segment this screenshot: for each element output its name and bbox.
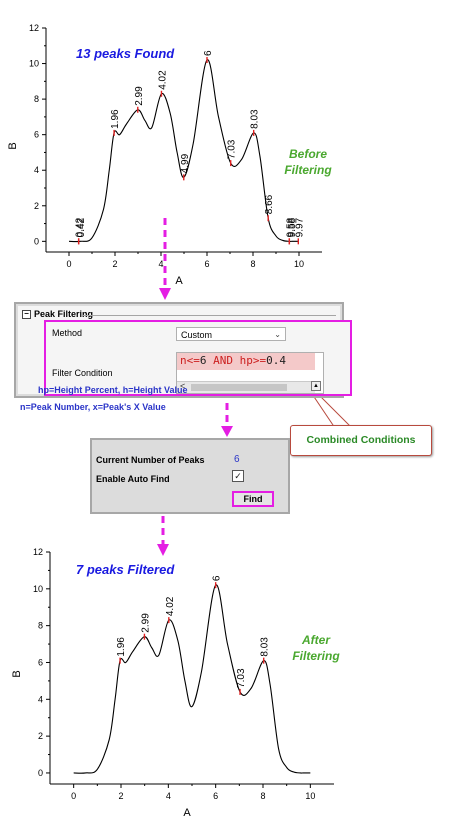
peak-label: 8.66 [264,194,275,214]
filter-condition-label: Filter Condition [52,368,113,378]
data-curve [73,584,311,774]
y-tick-label: 4 [38,694,43,704]
peak-filtering-header[interactable]: − Peak Filtering [22,309,93,319]
chart-after-filtering: 0 2 4 6 8 10024681012AB1.962.994.0267.038.03 … [11,547,340,819]
y-axis-label: B [7,142,19,149]
y-tick-label: 12 [29,23,39,33]
peak-label: 4.99 [180,153,191,173]
current-peaks-label: Current Number of Peaks [96,455,205,465]
side-text-line1: After [301,633,331,647]
filter-settings-group: Method Custom ⌄ Filter Condition n<=6 AN… [44,320,352,396]
chart-before-filtering: 0 2 4 6 8 10024681012AB0.420.421.962.994.024.… [7,23,332,287]
cond-part-4: 0.4 [266,354,286,367]
side-text-line2: Filtering [284,163,332,177]
x-tick-label: 4 [166,791,171,801]
y-tick-label: 12 [33,547,43,557]
find-button[interactable]: Find [232,491,274,507]
side-text-line2: Filtering [292,649,340,663]
y-tick-label: 4 [34,165,39,175]
scrollbar-thumb[interactable] [191,384,287,391]
expand-icon[interactable]: ▲ [311,381,321,391]
y-tick-label: 0 [34,236,39,246]
peak-info-panel: Current Number of Peaks 6 Enable Auto Fi… [90,438,290,514]
peak-label: 8.03 [260,637,271,657]
hint-line-1: hp=Height Percent, h=Height Value [38,385,188,395]
peak-label: 8.03 [250,109,261,129]
x-tick-label: 8 [250,259,255,269]
peak-label: 1.96 [116,637,127,657]
auto-find-label: Enable Auto Find [96,474,170,484]
auto-find-checkbox[interactable]: ✓ [232,470,244,482]
x-axis-label: A [175,275,183,287]
peak-label: 4.02 [157,70,168,90]
scroll-left-arrow[interactable]: < [180,381,186,391]
method-value: Custom [181,330,213,340]
peak-label: 9.97 [294,217,305,237]
x-tick-label: 2 [118,791,123,801]
y-tick-label: 10 [33,584,43,594]
y-tick-label: 6 [34,130,39,140]
cond-part-2: 6 [199,354,207,367]
x-axis-label: A [183,807,191,819]
cond-part-1: n<= [180,354,200,367]
y-axis-label: B [11,670,23,677]
divider [82,315,336,316]
x-tick-label: 10 [305,791,315,801]
peak-label: 9.58 [285,217,296,237]
collapse-icon[interactable]: − [22,309,31,319]
y-tick-label: 6 [38,657,43,667]
x-tick-label: 6 [204,259,209,269]
method-select[interactable]: Custom ⌄ [176,327,286,341]
peak-label: 9.58 [287,217,298,237]
panel-title: Peak Filtering [34,309,94,319]
y-tick-label: 2 [38,731,43,741]
x-tick-label: 2 [112,259,117,269]
side-text-line1: Before [289,147,327,161]
cond-part-3: AND hp>= [206,354,267,367]
y-tick-label: 8 [38,621,43,631]
chart-annotation: 7 peaks Filtered [76,562,175,577]
y-tick-label: 2 [34,201,39,211]
peak-label: 7.03 [236,668,247,688]
current-peaks-value: 6 [234,454,240,465]
peak-label: 2.99 [134,86,145,106]
chart-annotation: 13 peaks Found [76,46,175,61]
y-tick-label: 10 [29,59,39,69]
peak-label: 4.02 [165,596,176,616]
x-tick-label: 0 [71,791,76,801]
method-label: Method [52,328,83,338]
peak-label: 6 [212,575,223,581]
combined-conditions-callout: Combined Conditions [290,425,432,456]
x-tick-label: 10 [294,259,304,269]
peak-label: 1.96 [110,109,121,129]
x-tick-label: 4 [158,259,163,269]
y-tick-label: 0 [38,768,43,778]
peak-label: 2.99 [140,613,151,633]
peak-label: 0.42 [75,217,86,237]
hint-line-2: n=Peak Number, x=Peak's X Value [20,402,166,412]
x-tick-label: 8 [260,791,265,801]
filter-condition-input[interactable]: n<=6 AND hp>=0.4 < ▲ [176,352,324,394]
peak-label: 7.03 [227,139,238,159]
peak-filtering-panel: − Peak Filtering Method Custom ⌄ Filter … [14,302,352,398]
chevron-down-icon: ⌄ [274,330,281,339]
peak-label: 0.42 [76,217,87,237]
x-tick-label: 6 [213,791,218,801]
y-tick-label: 8 [34,94,39,104]
horizontal-scrollbar[interactable]: < [177,381,315,393]
data-curve [68,59,299,243]
x-tick-label: 0 [66,259,71,269]
filter-condition-text: n<=6 AND hp>=0.4 [177,353,315,370]
peak-label: 6 [203,50,214,56]
